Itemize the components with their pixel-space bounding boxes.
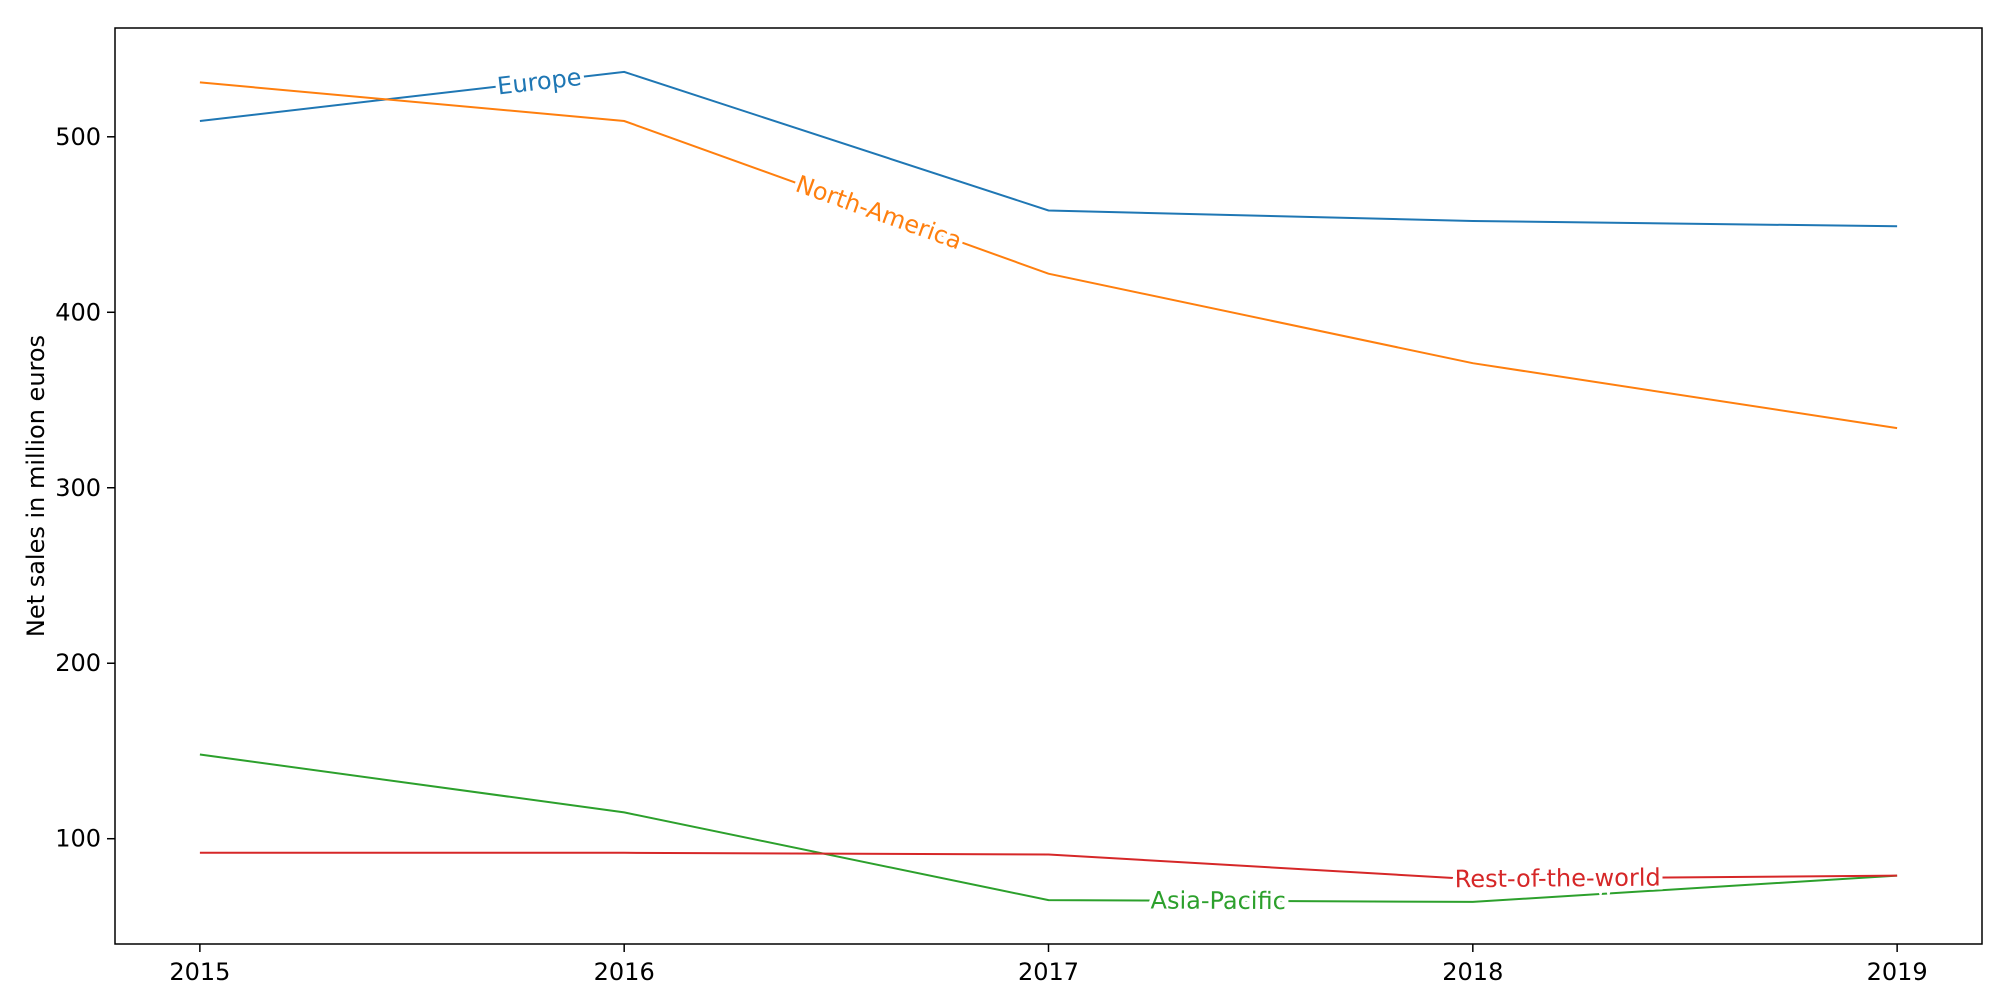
plot-area-frame [114,27,1983,945]
series-label-group-rest-of-the-world: Rest-of-the-world [1451,860,1665,898]
y-tick-label: 100 [55,825,101,853]
series-labels: Europe North-America Asia-Pacific Rest-of-t… [492,59,1665,920]
y-axis: 100 200 300 400 500 [55,123,115,853]
x-tick-label: 2019 [1867,958,1928,986]
series-label-asia-pacific: Asia-Pacific [1151,887,1286,916]
y-tick-label: 200 [55,649,101,677]
y-axis-label: Net sales in million euros [22,335,50,637]
x-tick-label: 2015 [169,958,230,986]
series-label-group-europe: Europe [492,59,587,105]
series-label-group-asia-pacific: Asia-Pacific [1147,883,1290,920]
y-tick-label: 500 [55,123,101,151]
x-tick-label: 2016 [594,958,655,986]
x-tick-label: 2017 [1018,958,1079,986]
series-label-rest-of-the-world: Rest-of-the-world [1455,864,1661,894]
series-line-rest-of-the-world [199,851,1898,881]
y-tick-label: 300 [55,474,101,502]
series-line-asia-pacific [199,753,1898,903]
x-tick-label: 2018 [1442,958,1503,986]
x-axis: 2015 2016 2017 2018 2019 [169,944,1928,986]
y-tick-label: 400 [55,298,101,326]
series-label-group-north-america: North-America [788,166,969,259]
series-line-north-america [199,81,1898,430]
series-label-europe: Europe [496,63,583,101]
series-lines [199,70,1898,903]
series-line-europe [199,70,1898,228]
series-label-north-america: North-America [792,170,965,255]
